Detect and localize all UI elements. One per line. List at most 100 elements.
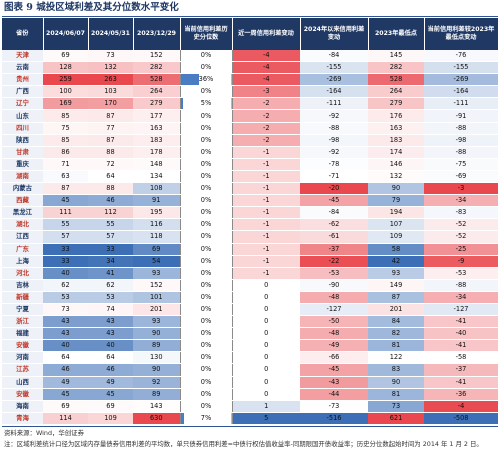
table-row: 吉林 62 62 152 0% 0 -90 149 -88 (2, 279, 498, 292)
footnote: 注：区域利差统计口径为区域内存量债券信用利差的平均数，单只债券信用利差=中债行权… (4, 440, 483, 448)
cell-2023-low: 194 (368, 206, 424, 220)
cell-province: 安徽 (2, 339, 43, 353)
cell-percentile: 0% (179, 279, 232, 292)
cell-2024-05-31: 64 (88, 170, 133, 184)
cell-vs-low: -88 (424, 122, 498, 135)
cell-2023-12-29: 201 (133, 303, 180, 317)
cell-2023-low: 528 (368, 73, 424, 87)
cell-province: 陕西 (2, 134, 43, 147)
cell-percentile: 0% (179, 122, 232, 135)
cell-vs-low: -41 (424, 376, 498, 389)
cell-week-change: -1 (231, 255, 300, 268)
cell-2024-05-31: 43 (88, 327, 133, 341)
cell-2023-low: 264 (368, 85, 424, 99)
cell-2024-06-07: 259 (43, 73, 88, 87)
cell-2023-low: 145 (368, 50, 424, 63)
cell-percentile: 0% (179, 339, 232, 353)
cell-2024-05-31: 74 (88, 303, 133, 317)
cell-province: 四川 (2, 122, 43, 135)
cell-province: 云南 (2, 61, 43, 75)
table-row: 上海 33 34 54 0% -1 -22 42 -9 (2, 255, 498, 268)
table-body: 天津 69 73 152 0% -4 -84 145 -76 云南 128 132 282 0% -4 -15… (2, 50, 498, 425)
cell-ytd-change: -45 (300, 194, 368, 208)
cell-2023-low: 621 (368, 412, 424, 425)
cell-province: 内蒙古 (2, 182, 43, 196)
cell-2024-06-07: 53 (43, 291, 88, 304)
cell-week-change: -1 (231, 218, 300, 232)
cell-percentile: 0% (179, 376, 232, 389)
cell-2024-06-07: 62 (43, 279, 88, 292)
cell-2024-06-07: 85 (43, 134, 88, 147)
cell-province: 广西 (2, 85, 43, 99)
cell-2024-06-07: 43 (43, 315, 88, 329)
cell-2024-05-31: 263 (88, 73, 133, 87)
cell-2024-05-31: 109 (88, 412, 133, 425)
cell-percentile: 0% (179, 351, 232, 365)
table-row: 广东 33 33 69 0% -1 -37 58 -25 (2, 243, 498, 256)
cell-ytd-change: -84 (300, 50, 368, 63)
cell-vs-low: -36 (424, 388, 498, 401)
cell-percentile: 0% (179, 388, 232, 401)
header-row: 省份 2024/06/07 2024/05/31 2023/12/29 当前信用… (2, 18, 499, 50)
table-row: 西藏 45 46 91 0% -1 -45 79 -34 (2, 194, 498, 208)
table-row: 云南 128 132 282 0% -4 -155 282 -155 (2, 61, 498, 75)
table-row: 山东 85 87 177 0% -2 -92 176 -91 (2, 109, 498, 123)
cell-2024-05-31: 72 (88, 158, 133, 171)
header-date-1229: 2023/12/29 (133, 18, 181, 50)
cell-province: 山东 (2, 109, 43, 123)
cell-province: 宁夏 (2, 303, 43, 317)
cell-ytd-change: -155 (300, 61, 368, 75)
cell-2023-low: 174 (368, 146, 424, 159)
cell-province: 吉林 (2, 279, 43, 292)
cell-vs-low: -111 (424, 97, 498, 111)
cell-2023-low: 42 (368, 255, 424, 268)
cell-week-change: -2 (231, 134, 300, 147)
table-row: 海南 69 69 143 0% 1 -73 73 -4 (2, 400, 498, 413)
cell-2024-06-07: 64 (43, 351, 88, 365)
cell-2024-05-31: 170 (88, 97, 133, 111)
cell-province: 青海 (2, 412, 43, 425)
cell-ytd-change: -71 (300, 170, 368, 184)
cell-vs-low: -52 (424, 218, 498, 232)
cell-2023-12-29: 163 (133, 122, 180, 135)
cell-province: 海南 (2, 400, 43, 413)
cell-2023-12-29: 90 (133, 327, 180, 341)
cell-2023-low: 109 (368, 230, 424, 244)
cell-vs-low: -98 (424, 134, 498, 147)
cell-province: 辽宁 (2, 97, 43, 111)
table-row: 陕西 85 87 183 0% -2 -98 183 -98 (2, 134, 498, 147)
header-date-0531: 2024/05/31 (88, 18, 134, 50)
cell-vs-low: -40 (424, 327, 498, 341)
header-percentile: 当前信用利差历史分位数 (180, 18, 233, 50)
cell-vs-low: -9 (424, 255, 498, 268)
cell-vs-low: -34 (424, 194, 498, 208)
cell-ytd-change: -53 (300, 267, 368, 280)
cell-vs-low: -25 (424, 243, 498, 256)
cell-percentile: 0% (179, 134, 232, 147)
cell-province: 贵州 (2, 73, 43, 87)
cell-ytd-change: -516 (300, 412, 368, 425)
cell-2024-06-07: 69 (43, 400, 88, 413)
cell-2024-06-07: 33 (43, 243, 88, 256)
cell-week-change: -1 (231, 206, 300, 220)
header-vs-low: 当前信用利差较2023年最低点变动 (424, 18, 499, 50)
cell-percentile: 0% (179, 267, 232, 280)
cell-2023-12-29: 152 (133, 279, 180, 292)
cell-percentile: 0% (179, 182, 232, 196)
cell-2023-12-29: 177 (133, 109, 180, 123)
cell-ytd-change: -66 (300, 351, 368, 365)
footer-rule (2, 426, 498, 427)
cell-2024-05-31: 62 (88, 279, 133, 292)
cell-province: 山西 (2, 376, 43, 389)
cell-province: 西藏 (2, 194, 43, 208)
table-row: 重庆 71 72 148 0% -1 -78 146 -75 (2, 158, 498, 171)
cell-2023-12-29: 279 (133, 97, 180, 111)
cell-vs-low: -41 (424, 339, 498, 353)
cell-vs-low: -164 (424, 85, 498, 99)
cell-week-change: -1 (231, 146, 300, 159)
cell-week-change: -4 (231, 73, 300, 87)
cell-week-change: -2 (231, 109, 300, 123)
cell-2023-12-29: 264 (133, 85, 180, 99)
cell-ytd-change: -49 (300, 339, 368, 353)
cell-vs-low: -76 (424, 50, 498, 63)
